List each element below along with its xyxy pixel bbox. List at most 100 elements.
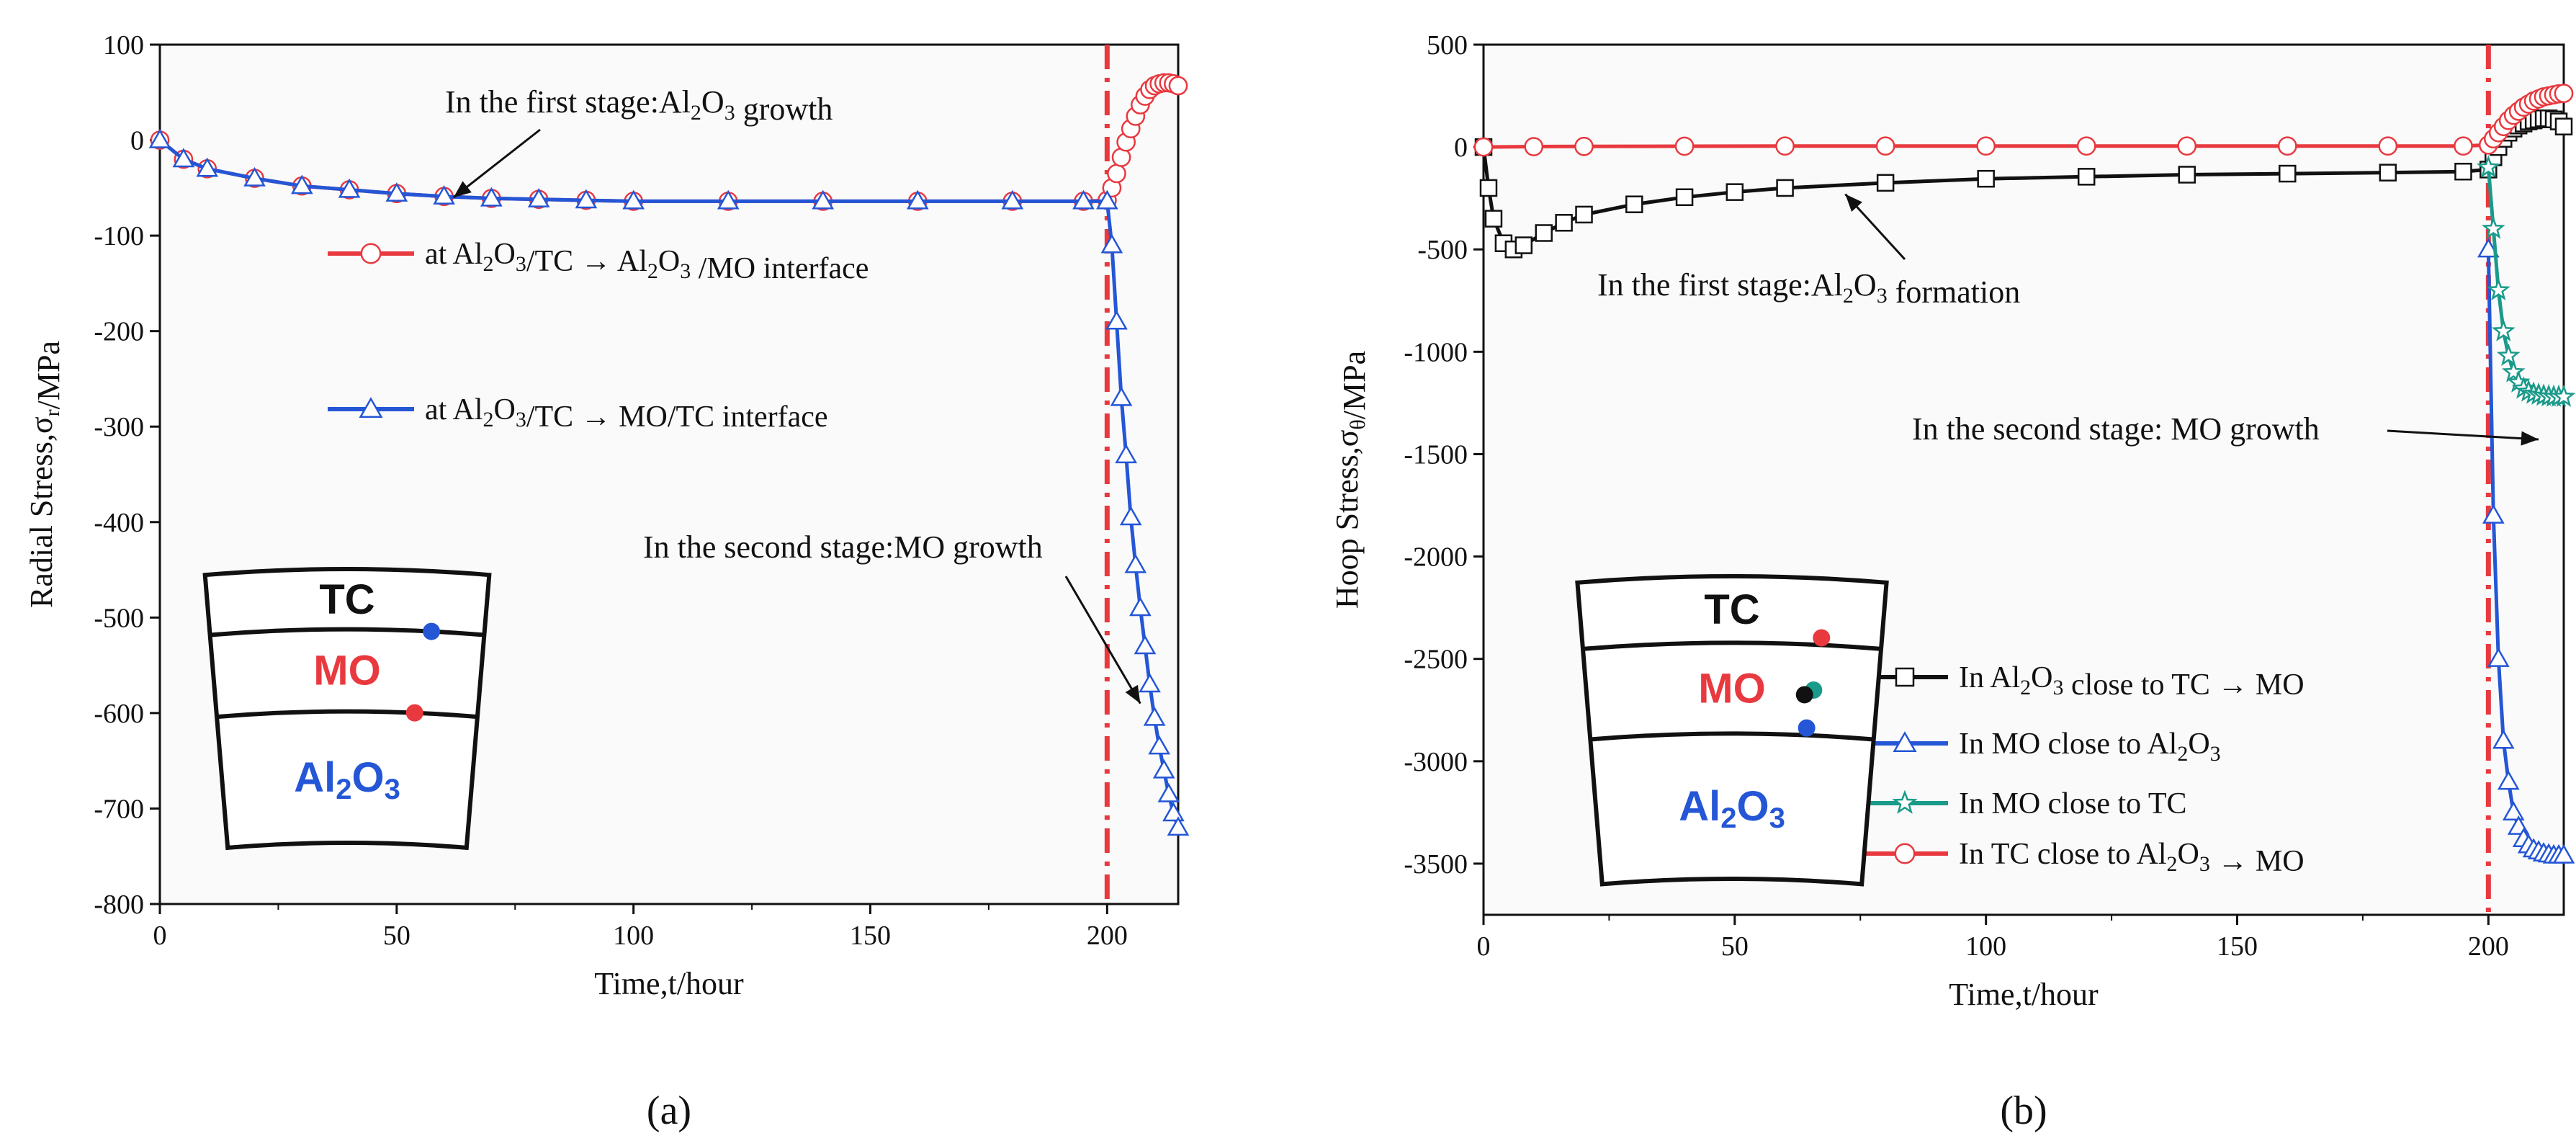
data-point [1148, 735, 1171, 755]
text-part: /TC → [526, 245, 617, 278]
y-tick-label: -600 [94, 699, 144, 729]
data-point [1168, 76, 1188, 96]
inset-boundary [1582, 640, 1882, 651]
text-part: TC [1704, 586, 1759, 633]
data-point [172, 148, 195, 168]
annotation-text: In the first stage:Al2O3 formation [1597, 267, 2020, 310]
legend-label: In TC close to Al2O3 → MO [1959, 838, 2305, 878]
text-part: σ [1329, 429, 1365, 447]
inset-boundary [210, 627, 485, 637]
data-point [1894, 843, 1916, 864]
annotation-arrow-head [453, 181, 472, 198]
data-point [2554, 117, 2573, 135]
data-point [2454, 162, 2472, 181]
data-point [1514, 236, 1533, 254]
interface-marker [1798, 719, 1816, 737]
data-point [1524, 137, 1544, 156]
text-part: /MO interface [691, 252, 869, 285]
subscript: 2 [336, 774, 351, 805]
legend-label: In MO close to TC [1959, 787, 2187, 820]
y-axis-title: Radial Stress,σr/MPa [24, 341, 66, 608]
data-point [1107, 164, 1126, 184]
text-part: Al [1811, 267, 1843, 303]
text-part: In MO close to [1959, 728, 2147, 761]
data-point [2501, 359, 2526, 382]
data-point [2379, 164, 2397, 182]
panel-a: 0 50 100 150 200 100 0 -100 -200 -300 -400 -500 -600… [24, 30, 1190, 1133]
data-point [812, 189, 835, 210]
text-part: O [701, 84, 724, 120]
subscript: r [40, 409, 64, 416]
data-point [1162, 802, 1185, 822]
text-part: /MPa [31, 341, 66, 409]
data-point [1115, 444, 1138, 464]
subscript: 3 [2053, 676, 2064, 699]
data-point [2554, 84, 2574, 103]
data-point [290, 174, 313, 194]
text-part: In MO close to TC [1959, 787, 2187, 820]
text-part: O [2188, 728, 2209, 761]
data-point [1535, 224, 1553, 242]
panel-b: 0 50 100 150 200 500 0 -500 -1000 -1500 -2000 -2500… [1329, 30, 2576, 1133]
data-point [2492, 729, 2515, 749]
subscript: 2 [1720, 802, 1736, 834]
text-part: Al [2137, 838, 2167, 871]
y-tick-label: -100 [94, 221, 144, 251]
data-point [1725, 183, 1744, 201]
annotation-arrow-head [1845, 194, 1862, 212]
subscript: 2 [1843, 284, 1854, 308]
data-point [717, 189, 740, 210]
text-part: MO [313, 648, 380, 694]
y-tick-label: 500 [1427, 30, 1468, 61]
subscript: 2 [2167, 852, 2178, 876]
legend-label: In MO close to Al2O3 [1959, 728, 2221, 766]
text-part: In the first stage: [1597, 267, 1811, 303]
text-part: σ [24, 416, 59, 434]
subscript: 3 [2199, 852, 2210, 876]
subscript: 3 [385, 774, 400, 805]
annotation-arrow-line [1064, 576, 1141, 704]
data-point [1976, 136, 1996, 156]
x-tick-label: 0 [1477, 931, 1491, 962]
x-tick-label: 200 [2468, 931, 2509, 962]
y-tick-label: -500 [1417, 235, 1468, 265]
y-tick-label: -800 [94, 890, 144, 920]
data-point [338, 178, 361, 198]
text-part: In the second stage:MO growth [643, 529, 1043, 565]
subscript: 3 [724, 101, 735, 125]
x-tick-label: 100 [1965, 931, 2006, 962]
inset-layer-label: TC [319, 576, 374, 623]
data-point [1892, 789, 1918, 814]
x-tick-label: 200 [1087, 921, 1128, 951]
y-tick-label: -300 [94, 412, 144, 442]
x-tick-label: 100 [613, 921, 654, 951]
annotation-arrow-line [452, 128, 541, 199]
data-point [2552, 384, 2576, 407]
y-tick-label: 0 [130, 126, 144, 156]
data-point [1575, 205, 1593, 224]
subscript: θ [1346, 419, 1370, 429]
data-point [2378, 136, 2398, 156]
text-part: Al [659, 84, 691, 120]
data-point [2279, 164, 2297, 183]
series-3 [1473, 84, 2574, 157]
text-part: at [425, 238, 453, 271]
text-part: Al [294, 754, 336, 801]
data-point [1555, 214, 1573, 232]
data-point [2482, 216, 2505, 239]
text-part: Al [1990, 661, 2020, 694]
data-point [1977, 169, 1995, 188]
subscript: 3 [516, 408, 526, 431]
inset-layer-label: Al2O3 [294, 754, 400, 805]
text-part: Al [453, 393, 483, 426]
y-tick-label: -2000 [1404, 542, 1468, 573]
subscript: 2 [2177, 742, 2188, 766]
data-point [1152, 759, 1175, 779]
annotation-text: In the second stage:MO growth [643, 529, 1043, 565]
text-part: /MPa [1337, 351, 1372, 419]
inset-boundary [216, 709, 478, 720]
data-point [480, 187, 503, 207]
data-point [906, 189, 929, 210]
x-tick-label: 150 [2217, 931, 2258, 962]
data-point [2482, 504, 2505, 524]
